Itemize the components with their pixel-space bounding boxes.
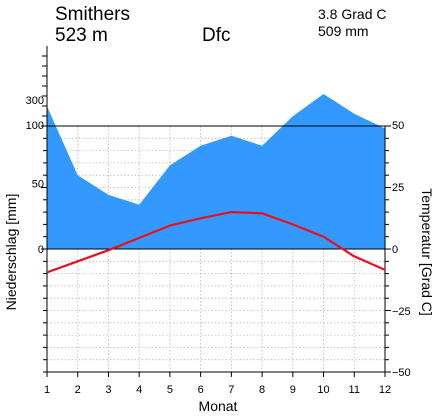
station-elevation: 523 m [55, 25, 108, 46]
x-tick-label-11: 11 [349, 384, 360, 396]
x-tick-label-6: 6 [198, 384, 204, 396]
precipitation-area [47, 94, 385, 249]
x-tick-label-8: 8 [259, 384, 265, 396]
left-tick-label-50: 50 [32, 179, 44, 191]
x-tick-label-3: 3 [105, 384, 111, 396]
left-axis-label: Niederschlag [mm] [3, 194, 19, 311]
annual-precipitation: 509 mm [318, 23, 369, 39]
right-tick-label: −50 [392, 367, 411, 379]
x-tick-label-7: 7 [228, 384, 234, 396]
x-tick-label-12: 12 [379, 384, 391, 396]
left-tick-label-0: 0 [38, 244, 44, 256]
x-tick-label-5: 5 [167, 384, 173, 396]
data-points [46, 93, 386, 273]
climate-class: Dfc [202, 25, 231, 46]
right-axis-label: Temperatur [Grad C] [419, 188, 435, 316]
x-axis-label: Monat [199, 398, 238, 414]
x-tick-label-9: 9 [290, 384, 296, 396]
right-tick-label: 0 [392, 244, 398, 256]
x-tick-label-4: 4 [136, 384, 142, 396]
x-tick-label-1: 1 [44, 384, 50, 396]
left-tick-label-100: 100 [26, 120, 44, 132]
right-tick-label: 25 [392, 182, 404, 194]
station-name: Smithers [55, 4, 130, 25]
left-tick-label-300: 300 [26, 95, 44, 107]
axes [41, 46, 391, 377]
x-tick-label-10: 10 [317, 384, 329, 396]
right-tick-label: 50 [392, 120, 404, 132]
x-tick-label-2: 2 [75, 384, 81, 396]
temperature-line [46, 211, 386, 274]
right-tick-label: −25 [392, 306, 411, 318]
mean-temperature: 3.8 Grad C [318, 6, 386, 22]
